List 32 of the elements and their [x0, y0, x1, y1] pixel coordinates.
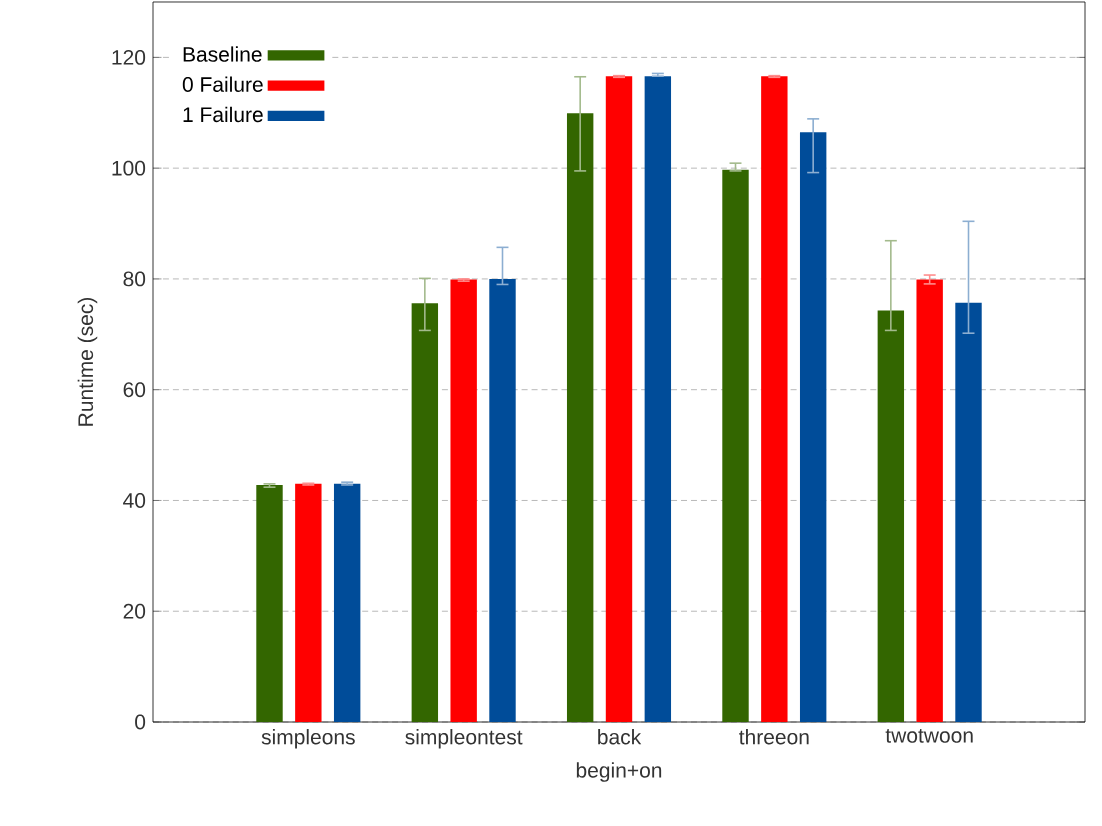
x-tick-label: twotwoon	[885, 729, 973, 743]
bar	[722, 169, 749, 722]
bar	[605, 76, 633, 722]
x-axis-title: begin+on	[576, 762, 662, 782]
bar	[411, 303, 439, 722]
x-tick-label: back	[598, 729, 642, 745]
legend-label: 1 Failure	[183, 106, 263, 123]
bar	[256, 484, 283, 722]
x-tick-label: threeon	[739, 729, 809, 745]
bar	[799, 132, 827, 722]
bar	[333, 483, 361, 722]
x-tick-label: simpleontest	[405, 729, 523, 749]
bar	[877, 310, 905, 722]
legend-label: Baseline	[183, 46, 262, 62]
bar	[450, 279, 477, 722]
bar	[489, 278, 516, 722]
x-tick-label: simpleons	[261, 729, 355, 749]
y-axis-title: Runtime (sec)	[77, 297, 98, 426]
y-tick-label: 40	[123, 493, 146, 508]
legend-label: 0 Failure	[182, 76, 263, 92]
y-tick-label: 120	[112, 49, 146, 65]
bar	[295, 483, 322, 722]
bar	[916, 279, 943, 722]
y-tick-label: 20	[123, 603, 146, 619]
y-tick-label: 0	[135, 714, 146, 730]
y-tick-label: 60	[123, 382, 146, 398]
bar	[761, 76, 788, 722]
y-tick-label: 80	[123, 271, 146, 287]
bar	[566, 113, 594, 722]
y-tick-label: 100	[112, 160, 146, 176]
bar	[644, 76, 672, 722]
bar	[955, 302, 982, 722]
